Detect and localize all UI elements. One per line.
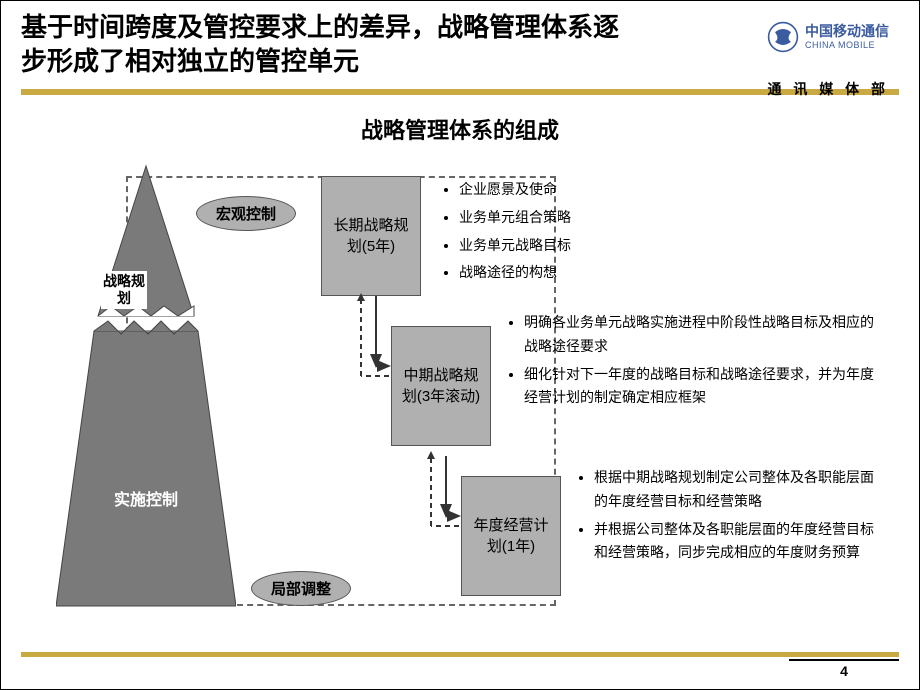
bullet-item: 根据中期战略规划制定公司整体及各职能层面的年度经营目标和经营策略 (594, 466, 886, 514)
triangle-mid-text: 战略规划 (103, 273, 145, 306)
logo-cn: 中国移动通信 (805, 23, 889, 40)
page-number: 4 (789, 661, 899, 679)
oval-macro: 宏观控制 (196, 196, 296, 231)
bullet-item: 业务单元组合策略 (459, 206, 741, 230)
triangle-bottom-label: 实施控制 (86, 486, 206, 510)
divider-bottom (21, 652, 899, 657)
bullet-item: 细化针对下一年度的战略目标和战略途径要求，并为年度经营计划的制定确定相应框架 (524, 363, 876, 411)
bullet-item: 业务单元战略目标 (459, 234, 741, 258)
bullets-annual: 根据中期战略规划制定公司整体及各职能层面的年度经营目标和经营策略并根据公司整体及… (576, 466, 886, 569)
box-annual-text: 年度经营计划(1年) (470, 515, 552, 557)
china-mobile-icon (767, 21, 799, 53)
logo-text: 中国移动通信 CHINA MOBILE (805, 23, 889, 51)
bullets-mid: 明确各业务单元战略实施进程中阶段性战略目标及相应的战略途径要求细化针对下一年度的… (506, 311, 876, 414)
diagram-title: 战略管理体系的组成 (1, 113, 919, 145)
department-label: 通 讯 媒 体 部 (767, 79, 889, 99)
bullet-item: 企业愿景及使命 (459, 178, 741, 202)
logo: 中国移动通信 CHINA MOBILE (767, 21, 889, 53)
triangle-shape (56, 156, 236, 626)
oval-local: 局部调整 (251, 571, 351, 606)
box-mid-term: 中期战略规划(3年滚动) (391, 326, 491, 446)
box-long-term: 长期战略规划(5年) (321, 176, 421, 296)
bullet-item: 明确各业务单元战略实施进程中阶段性战略目标及相应的战略途径要求 (524, 311, 876, 359)
bullet-item: 战略途径的构想 (459, 261, 741, 285)
box-long-text: 长期战略规划(5年) (330, 215, 412, 257)
slide-title: 基于时间跨度及管控要求上的差异，战略管理体系逐步形成了相对独立的管控单元 (21, 11, 641, 79)
box-annual: 年度经营计划(1年) (461, 476, 561, 596)
bullets-long: 企业愿景及使命业务单元组合策略业务单元战略目标战略途径的构想 (441, 178, 741, 289)
header: 基于时间跨度及管控要求上的差异，战略管理体系逐步形成了相对独立的管控单元 中国移… (1, 1, 919, 79)
slide: 基于时间跨度及管控要求上的差异，战略管理体系逐步形成了相对独立的管控单元 中国移… (0, 0, 920, 690)
page-number-box: 4 (789, 659, 899, 679)
diagram-area: 战略规划 实施控制 宏观控制 局部调整 长期战略规划(5年) 中期战略规划(3年… (1, 166, 920, 636)
box-mid-text: 中期战略规划(3年滚动) (400, 365, 482, 407)
bullet-item: 并根据公司整体及各职能层面的年度经营目标和经营策略，同步完成相应的年度财务预算 (594, 518, 886, 566)
triangle-mid-label: 战略规划 (101, 271, 147, 309)
logo-en: CHINA MOBILE (805, 40, 889, 51)
